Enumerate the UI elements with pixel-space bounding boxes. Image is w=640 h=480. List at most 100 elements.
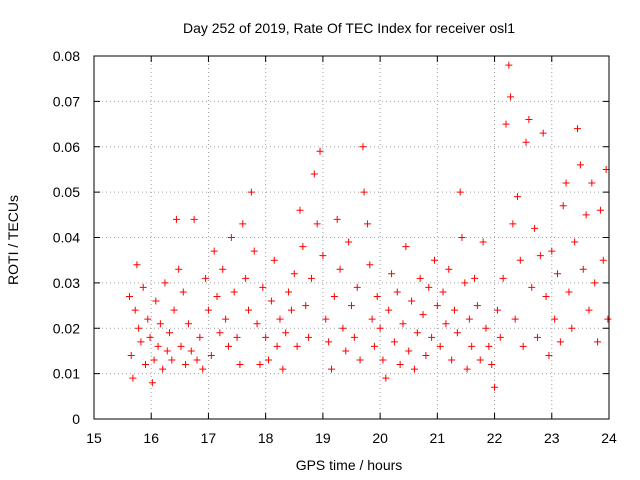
data-point xyxy=(548,247,556,255)
data-point xyxy=(522,138,530,146)
data-point xyxy=(416,274,424,282)
data-point xyxy=(402,243,410,251)
data-point xyxy=(468,342,476,350)
y-tick-label: 0.08 xyxy=(53,48,80,64)
data-point xyxy=(233,333,241,341)
data-point xyxy=(571,238,579,246)
data-point xyxy=(596,206,604,214)
data-point xyxy=(356,356,364,364)
data-point xyxy=(148,379,156,387)
data-point xyxy=(360,188,368,196)
x-tick-label: 15 xyxy=(86,430,102,446)
data-point xyxy=(533,333,541,341)
data-point xyxy=(196,333,204,341)
x-tick-label: 19 xyxy=(315,430,331,446)
data-point xyxy=(285,288,293,296)
y-tick-label: 0.05 xyxy=(53,184,80,200)
data-point xyxy=(322,315,330,323)
data-point xyxy=(287,306,295,314)
data-point xyxy=(265,356,273,364)
data-point xyxy=(336,265,344,273)
data-point xyxy=(290,270,298,278)
plot-frame xyxy=(93,55,610,420)
data-point xyxy=(219,265,227,273)
data-point xyxy=(159,365,167,373)
x-tick-label: 22 xyxy=(487,430,503,446)
data-point xyxy=(310,170,318,178)
grid-lines xyxy=(94,56,609,419)
data-point xyxy=(465,315,473,323)
data-point xyxy=(436,342,444,350)
data-point xyxy=(568,324,576,332)
data-point xyxy=(166,329,174,337)
data-point xyxy=(276,315,284,323)
data-point xyxy=(602,165,610,173)
data-point xyxy=(588,179,596,187)
data-point xyxy=(382,374,390,382)
data-point xyxy=(562,179,570,187)
x-tick-label: 18 xyxy=(258,430,274,446)
data-point xyxy=(125,292,133,300)
data-point xyxy=(379,356,387,364)
data-point xyxy=(502,120,510,128)
data-point xyxy=(213,292,221,300)
data-point xyxy=(187,347,195,355)
data-point xyxy=(307,274,315,282)
data-point xyxy=(250,247,258,255)
x-tick-label: 23 xyxy=(544,430,560,446)
data-point xyxy=(554,270,561,278)
y-tick-label: 0.03 xyxy=(53,275,80,291)
data-point xyxy=(545,351,553,359)
data-point xyxy=(364,220,372,228)
data-point xyxy=(448,356,456,364)
data-point xyxy=(227,234,235,241)
data-point xyxy=(410,365,418,373)
data-point xyxy=(245,306,252,314)
data-point xyxy=(168,356,176,364)
data-point xyxy=(507,93,515,101)
data-point xyxy=(316,147,324,155)
data-point xyxy=(373,292,381,300)
data-point xyxy=(370,342,378,350)
data-point xyxy=(439,288,447,296)
data-point xyxy=(293,342,301,350)
data-point xyxy=(528,283,536,291)
data-point xyxy=(333,215,341,223)
data-point xyxy=(399,320,407,328)
data-point xyxy=(247,188,255,196)
data-point xyxy=(330,292,338,300)
data-point xyxy=(539,129,547,137)
data-point xyxy=(342,347,350,355)
data-point xyxy=(299,243,307,251)
data-point xyxy=(339,324,347,332)
data-point xyxy=(345,238,353,246)
data-point xyxy=(368,315,376,323)
data-point xyxy=(142,361,149,369)
data-point xyxy=(204,306,212,314)
data-point xyxy=(207,351,215,359)
data-point xyxy=(150,356,158,364)
data-point xyxy=(146,333,154,341)
x-tick-label: 20 xyxy=(372,430,388,446)
data-point xyxy=(319,252,327,260)
data-point xyxy=(163,347,171,355)
data-point xyxy=(396,361,404,369)
data-point xyxy=(139,283,147,291)
data-point xyxy=(551,315,559,323)
x-tick-label: 17 xyxy=(201,430,217,446)
data-point xyxy=(445,265,453,273)
data-point xyxy=(451,306,458,314)
data-point xyxy=(559,202,567,210)
data-point xyxy=(327,365,335,373)
data-point xyxy=(433,302,441,310)
data-point xyxy=(471,274,479,282)
data-point xyxy=(509,220,517,228)
data-point xyxy=(359,143,367,151)
data-point xyxy=(190,215,198,223)
data-point xyxy=(482,324,490,332)
axis-ticks: 15 16 17 18 19 20 21 22 23 24 0 0.01 0.02 0.03 0.04 0.0… xyxy=(53,48,617,446)
data-point xyxy=(353,283,361,291)
data-point xyxy=(476,356,484,364)
data-point xyxy=(199,365,207,373)
